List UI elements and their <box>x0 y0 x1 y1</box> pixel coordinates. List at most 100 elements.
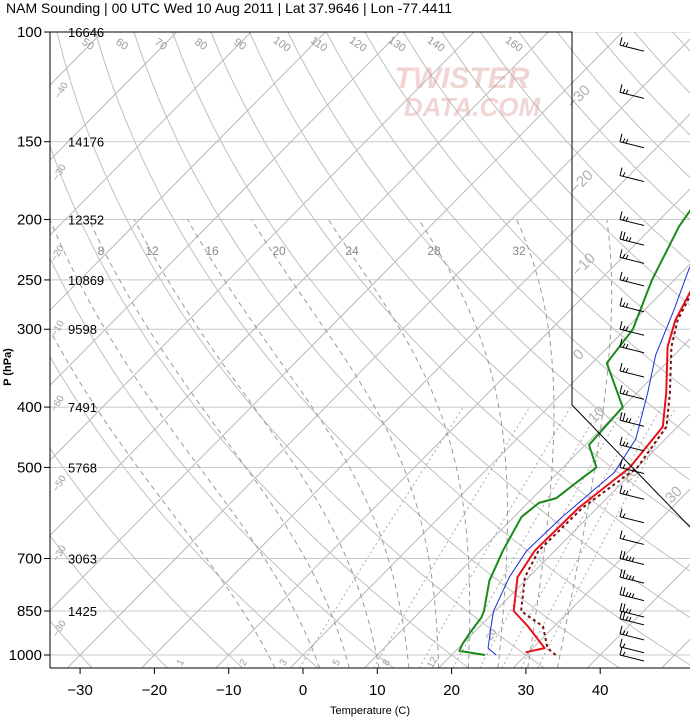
wind-barb-staff <box>619 238 645 246</box>
height-label: 1425 <box>68 604 97 619</box>
wind-barb-flag <box>625 277 629 282</box>
wind-barb-flag <box>619 230 623 240</box>
wind-barb <box>619 586 645 602</box>
wind-barb-flag <box>622 41 626 47</box>
wind-barb-flag <box>625 89 629 95</box>
isotherm-line <box>50 32 624 612</box>
dry-adiabat-label: 60 <box>113 36 130 53</box>
wind-barb-staff <box>619 419 645 427</box>
x-tick-label: 10 <box>369 682 386 699</box>
wind-barb-flag <box>631 557 635 562</box>
x-tick-label: −30 <box>67 682 92 699</box>
isotherm-line <box>50 32 549 537</box>
height-label: 3063 <box>68 551 97 566</box>
wind-barb-flag <box>622 412 626 422</box>
dry-adiabat-line <box>325 32 690 437</box>
wind-barb-flag <box>628 609 632 614</box>
wind-barb-flag <box>619 249 623 258</box>
moist-adiabat-line <box>187 219 410 668</box>
wind-barb <box>619 230 645 246</box>
isotherm-label: 10 <box>585 403 609 427</box>
dewpoint-line <box>458 208 690 656</box>
mixing-ratio-label: 28 <box>427 244 441 258</box>
wind-barb <box>619 638 645 654</box>
profile-series <box>458 208 690 656</box>
wind-barb-flag <box>622 216 626 221</box>
isotherm-label: −40 <box>53 80 71 101</box>
wind-barb-flag <box>625 608 629 613</box>
wind-barb-flag <box>619 459 623 468</box>
watermark-line-1: TWISTER <box>395 62 530 95</box>
wind-barb-flag <box>625 390 629 395</box>
height-label: 9598 <box>68 322 97 337</box>
wind-barb-flag <box>628 575 632 580</box>
moist-adiabat-label: 3 <box>278 657 291 668</box>
wind-barb-flag <box>622 389 626 395</box>
wind-barb-flag <box>622 367 626 372</box>
height-label: 10869 <box>68 273 104 288</box>
wind-barb-flag <box>625 254 629 260</box>
moist-adiabat-label: 8 <box>381 657 394 668</box>
isotherm-label: −30 <box>51 162 69 183</box>
dry-adiabat-line <box>50 257 395 668</box>
temperature-line <box>512 290 690 654</box>
moist-adiabat-label: 2 <box>238 657 251 668</box>
height-label: 12352 <box>68 213 104 228</box>
dry-adiabat-line <box>210 32 690 572</box>
wind-barb-staff <box>619 141 645 149</box>
wind-barb-staff <box>619 370 645 378</box>
wind-barb-staff <box>619 492 645 500</box>
wind-barb-staff <box>619 466 645 474</box>
wind-barb-staff <box>619 654 645 662</box>
wind-barb-flag <box>619 569 623 578</box>
wind-barb-flag <box>622 551 626 560</box>
moist-adiabat-line <box>251 219 439 668</box>
isotherm-line <box>50 32 252 236</box>
background-grid <box>50 32 690 668</box>
wind-barb-staff <box>619 444 645 452</box>
x-tick-label: 30 <box>518 682 535 699</box>
y-tick-label: 100 <box>17 24 42 41</box>
wind-barb-flag <box>625 368 629 373</box>
wind-barb-flag <box>619 211 623 220</box>
plot-border <box>50 31 690 528</box>
dry-adiabat-label: 100 <box>271 34 293 54</box>
wind-barb <box>619 271 645 287</box>
y-tick-label: 150 <box>17 134 42 151</box>
dry-adiabat-line <box>94 32 621 668</box>
wind-barb-flag <box>619 530 623 539</box>
isotherm-line <box>215 188 690 668</box>
dry-adiabat-line <box>248 32 690 526</box>
dry-adiabat-label: 130 <box>386 34 408 54</box>
mixing-ratio-label: 8 <box>98 244 105 258</box>
isotherm-label: 30 <box>662 483 686 507</box>
dry-adiabat-line <box>171 32 690 619</box>
x-tick-label: 0 <box>299 682 307 699</box>
wind-barbs <box>619 37 645 662</box>
moist-adiabat-line <box>88 219 350 668</box>
wind-barb <box>619 249 645 264</box>
wind-barb-flag <box>631 575 635 581</box>
isotherm-label: −10 <box>49 318 67 339</box>
wind-barb-flag <box>619 338 623 347</box>
moist-adiabat-label: 5 <box>331 657 344 668</box>
wind-barb-staff <box>619 305 645 313</box>
y-tick-label: 700 <box>17 550 42 567</box>
moist-adiabat-line <box>50 219 321 668</box>
height-label: 14176 <box>68 135 104 150</box>
isotherm-line <box>50 32 104 86</box>
wind-barb <box>619 385 645 400</box>
isotherm-line <box>50 32 178 161</box>
wind-barb-flag <box>619 586 623 595</box>
isotherm-label: −50 <box>51 473 69 494</box>
y-tick-label: 300 <box>17 321 42 338</box>
mixing-ratio-line <box>452 406 602 668</box>
dry-adiabat-label: 80 <box>192 36 209 53</box>
wind-barb <box>619 412 645 427</box>
height-label: 16646 <box>68 25 104 40</box>
isotherm-line <box>50 32 475 461</box>
wind-barb-flag <box>625 555 629 561</box>
height-label: 5768 <box>68 460 97 475</box>
wind-barb-flag <box>619 638 623 647</box>
